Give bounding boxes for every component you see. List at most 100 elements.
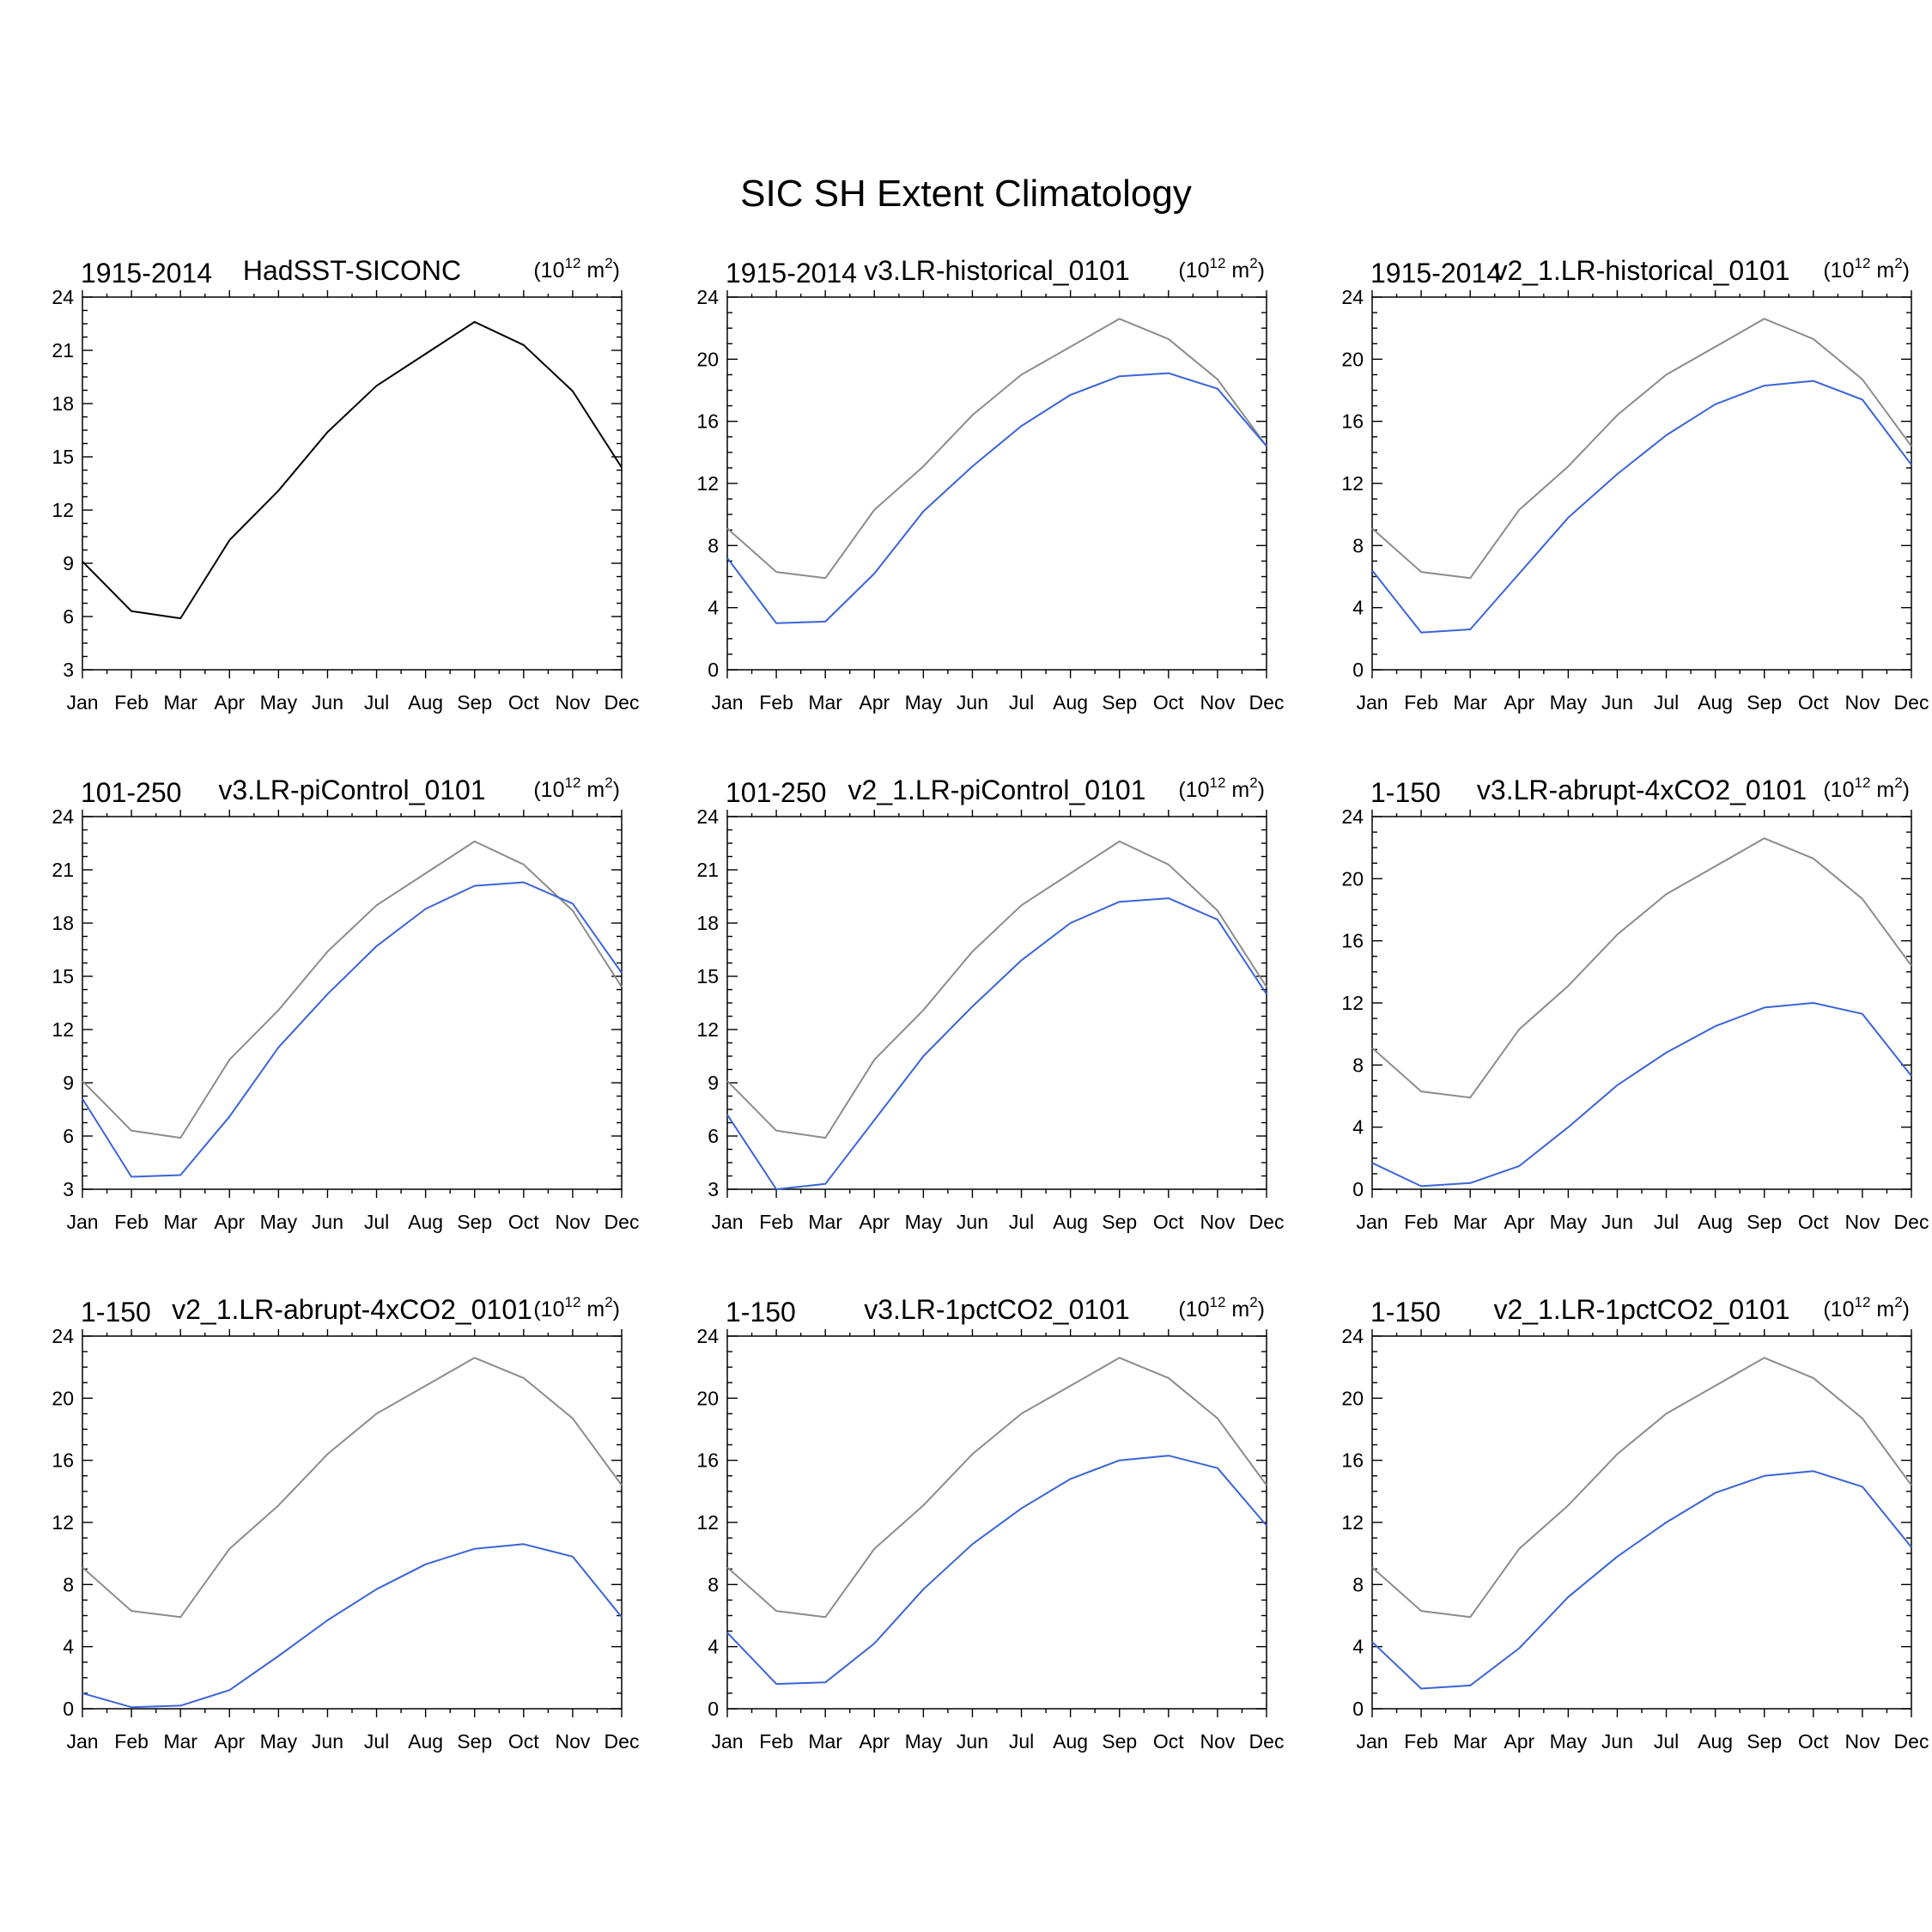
x-tick-label: Oct	[508, 1730, 539, 1753]
x-tick-label: Apr	[214, 1211, 245, 1233]
x-tick-label: Apr	[1504, 691, 1534, 714]
y-tick-label: 3	[708, 1178, 719, 1200]
x-tick-label: Feb	[759, 1211, 793, 1233]
x-tick-label: Mar	[163, 691, 197, 714]
y-tick-label: 16	[52, 1449, 74, 1472]
y-tick-label: 20	[1341, 867, 1364, 890]
x-tick-label: Aug	[408, 1730, 443, 1753]
x-tick-label: Sep	[457, 1730, 492, 1753]
panel-units-label: (1012 m2)	[1178, 255, 1265, 283]
y-tick-label: 18	[52, 912, 74, 934]
x-tick-label: Nov	[1844, 1730, 1880, 1753]
x-tick-label: Jun	[312, 1730, 343, 1753]
x-tick-label: Jul	[364, 1730, 389, 1753]
x-tick-label: Apr	[214, 691, 245, 714]
x-tick-label: May	[905, 691, 943, 714]
x-tick-label: Jul	[1009, 1211, 1034, 1233]
x-tick-label: Mar	[1453, 1730, 1487, 1753]
panel-period-label: 1915-2014	[726, 258, 857, 289]
panel-case-label: HadSST-SICONC	[243, 255, 461, 286]
x-tick-label: Feb	[1404, 1730, 1438, 1753]
x-tick-label: Jan	[711, 691, 743, 714]
x-tick-label: Dec	[1894, 1730, 1929, 1753]
x-tick-label: Jul	[1009, 691, 1034, 714]
x-tick-label: Aug	[408, 1211, 443, 1233]
panel-units-label: (1012 m2)	[533, 255, 620, 283]
y-tick-label: 4	[1352, 1116, 1364, 1139]
y-tick-label: 12	[52, 1018, 74, 1041]
y-tick-label: 24	[52, 805, 74, 828]
x-tick-label: Jul	[1654, 1211, 1679, 1233]
y-tick-label: 3	[63, 659, 74, 681]
panel-period-label: 101-250	[81, 777, 181, 808]
panel-1: 3 6 9 12 15 18 21 24 Jan Feb Mar Apr May Jun Jul Aug Sep…	[52, 255, 639, 714]
panel-case-label: v3.LR-piControl_0101	[218, 775, 485, 805]
y-tick-label: 8	[1352, 1573, 1364, 1595]
y-tick-label: 16	[1341, 930, 1364, 952]
x-tick-label: Oct	[508, 1211, 539, 1233]
x-tick-label: Jun	[957, 1730, 988, 1753]
y-tick-label: 20	[1341, 1387, 1364, 1409]
x-tick-label: Aug	[1053, 1730, 1088, 1753]
panel-period-label: 1-150	[81, 1297, 151, 1327]
series-line	[1371, 380, 1912, 634]
x-tick-label: Dec	[605, 1730, 640, 1753]
panel-period-label: 1-150	[1370, 777, 1441, 808]
y-tick-label: 20	[696, 348, 719, 370]
y-tick-label: 21	[52, 339, 74, 361]
x-tick-label: Aug	[1053, 1211, 1088, 1233]
panel-period-label: 1915-2014	[81, 258, 212, 289]
series-line	[726, 897, 1267, 1190]
x-tick-label: Oct	[1798, 691, 1829, 714]
reference-series-line	[82, 1357, 623, 1619]
reference-series-line	[726, 1357, 1267, 1619]
panel-period-label: 1915-2014	[1370, 258, 1502, 289]
x-tick-label: Dec	[1249, 1730, 1285, 1753]
panel-case-label: v3.LR-1pctCO2_0101	[864, 1294, 1130, 1325]
y-tick-label: 0	[1352, 1698, 1364, 1720]
panel-8: 0 4 8 12 16 20 24 Jan Feb Mar Apr May Jun Jul Aug Sep Oc…	[696, 1294, 1284, 1753]
y-tick-label: 15	[52, 446, 74, 468]
y-tick-label: 6	[63, 605, 74, 628]
panel-3: 0 4 8 12 16 20 24 Jan Feb Mar Apr May Jun Jul Aug Sep Oc…	[1341, 255, 1929, 714]
x-tick-label: Oct	[508, 691, 539, 714]
x-tick-label: Jul	[1654, 691, 1679, 714]
series-line	[726, 372, 1267, 624]
x-tick-label: Jul	[1009, 1730, 1034, 1753]
x-tick-label: Mar	[163, 1211, 197, 1233]
panel-period-label: 1-150	[726, 1297, 796, 1327]
x-tick-label: Mar	[1453, 1211, 1487, 1233]
x-tick-label: Jul	[364, 691, 389, 714]
x-tick-label: Nov	[1200, 691, 1235, 714]
x-tick-label: Mar	[808, 691, 842, 714]
y-tick-label: 24	[696, 1325, 719, 1347]
y-tick-label: 4	[708, 597, 719, 619]
x-tick-label: May	[905, 1211, 943, 1233]
x-tick-label: Apr	[859, 1730, 890, 1753]
x-tick-label: Jun	[957, 691, 988, 714]
x-tick-label: Nov	[555, 1730, 590, 1753]
y-tick-label: 15	[52, 965, 74, 987]
plot-frame	[82, 296, 623, 671]
y-tick-label: 24	[52, 286, 74, 308]
series-line	[1371, 1470, 1912, 1690]
panel-units-label: (1012 m2)	[1823, 255, 1910, 283]
panel-units-label: (1012 m2)	[533, 775, 620, 802]
y-tick-label: 24	[1341, 286, 1364, 308]
x-tick-label: Oct	[1798, 1730, 1829, 1753]
x-tick-label: Nov	[555, 1211, 590, 1233]
panel-case-label: v2_1.LR-historical_0101	[1493, 255, 1789, 286]
x-tick-label: Jun	[312, 1211, 343, 1233]
x-tick-label: Apr	[1504, 1211, 1534, 1233]
x-tick-label: Aug	[1698, 1211, 1733, 1233]
x-tick-label: Oct	[1153, 691, 1184, 714]
x-tick-label: Jan	[66, 1211, 98, 1233]
y-tick-label: 20	[52, 1387, 74, 1409]
y-tick-label: 18	[52, 392, 74, 415]
x-tick-label: Oct	[1153, 1730, 1184, 1753]
y-tick-label: 16	[1341, 1449, 1364, 1472]
x-tick-label: Feb	[759, 1730, 793, 1753]
reference-series-line	[1371, 837, 1912, 1099]
reference-series-line	[726, 318, 1267, 580]
